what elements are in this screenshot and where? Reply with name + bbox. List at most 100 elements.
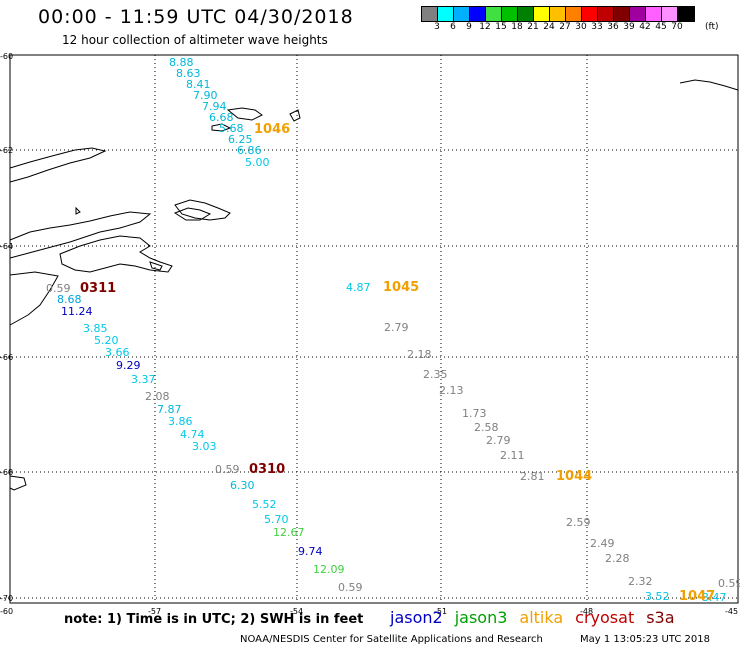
wave-height-label: 2.32 [628,575,653,588]
satellite-name: jason2 [390,608,443,627]
wave-height-label: 9.29 [116,359,141,372]
wave-height-label: 3.47 [702,591,727,604]
wave-height-label: 5.00 [245,156,270,169]
satellite-name: s3a [646,608,675,627]
lon-label-45: -45 [725,607,738,616]
lat-label-70: -70 [0,594,13,603]
wave-height-label: 12.09 [313,563,345,576]
wave-height-label: 3.66 [105,346,130,359]
legend-swatch [454,7,470,21]
legend-tick: 12 [479,22,491,32]
wave-height-label: 8.63 [176,67,201,80]
legend-tick: 27 [559,22,571,32]
wave-height-label: 6.86 [237,144,262,157]
legend-tick: 33 [591,22,603,32]
lon-label-48: -48 [580,607,593,616]
wave-height-label: 3.85 [83,322,108,335]
wave-observations: 8.88 8.63 8.41 7.90 7.94 6.68 5.68 6.25 … [46,56,740,604]
wave-height-label: 2.28 [605,552,630,565]
legend-tick: 18 [511,22,523,32]
wave-height-label: 4.74 [180,428,205,441]
wave-height-label: 3.37 [131,373,156,386]
legend-tick: 39 [623,22,635,32]
lat-label-68: -68 [0,468,13,477]
wave-height-label: 6.30 [230,479,255,492]
legend-tick: 6 [450,22,456,32]
wave-height-label: 2.79 [486,434,511,447]
wave-height-label: 7.94 [202,100,227,113]
wave-height-label: 4.87 [346,281,371,294]
legend-swatch [470,7,486,21]
footnote: note: 1) Time is in UTC; 2) SWH is in fe… [64,612,364,627]
wave-height-label: 3.86 [168,415,193,428]
lon-label-60: -60 [0,607,13,616]
wave-height-label: 5.20 [94,334,119,347]
wave-height-label: 5.68 [219,122,244,135]
wave-height-label: 5.70 [264,513,289,526]
lon-label-51: -51 [434,607,447,616]
lat-labels: -60 -62 -64 -66 -68 -70 [0,52,13,603]
wave-height-label: 7.87 [157,403,182,416]
map-subtitle: 12 hour collection of altimeter wave hei… [62,33,328,47]
satellite-name: altika [519,608,564,627]
legend-swatch [566,7,582,21]
pass-label: 1045 [383,280,419,295]
wave-height-label: 8.88 [169,56,194,69]
lon-label-54: -54 [290,607,303,616]
lat-label-66: -66 [0,353,13,362]
legend-tick: 30 [575,22,587,32]
wave-height-label: 12.67 [273,526,305,539]
pass-label: 1047 [679,589,715,604]
wave-height-label: 6.68 [209,111,234,124]
lat-label-60: -60 [0,52,13,61]
wave-height-label: 6.25 [228,133,253,146]
wave-height-label: 7.90 [193,89,218,102]
lat-label-62: -62 [0,146,13,155]
map-grid [0,55,740,603]
wave-height-label: 5.52 [252,498,277,511]
legend-swatch [438,7,454,21]
pass-label: 1046 [254,122,290,137]
wave-height-label: 2.58 [474,421,499,434]
legend-tick: 36 [607,22,619,32]
generated-timestamp: May 1 13:05:23 UTC 2018 [580,634,710,645]
color-legend [421,6,695,22]
legend-swatch [662,7,678,21]
satellite-legend: jason2 jason3 altika cryosat s3a [390,608,675,627]
legend-tick: 70 [671,22,683,32]
wave-height-label: 3.03 [192,440,217,453]
lat-label-64: -64 [0,242,13,251]
satellite-name: cryosat [575,608,635,627]
color-legend-ticks: 3 6 9 12 15 18 21 24 27 30 33 36 39 42 45 70 [421,22,740,34]
legend-tick: 9 [466,22,472,32]
coastlines [9,79,739,491]
legend-swatch [614,7,630,21]
pass-label: 0311 [80,281,116,296]
map-title: 00:00 - 11:59 UTC 04/30/2018 [38,6,354,28]
wave-height-label: 2.08 [145,390,170,403]
wave-height-label: 2.18 [407,348,432,361]
legend-swatch [598,7,614,21]
legend-tick: 21 [527,22,539,32]
wave-height-label: 2.11 [500,449,525,462]
legend-tick: 15 [495,22,507,32]
legend-swatch [630,7,646,21]
wave-height-label: 1.73 [462,407,487,420]
wave-height-label: 8.41 [186,78,211,91]
lon-label-57: -57 [148,607,161,616]
legend-swatch [422,7,438,21]
wave-height-label: 2.59 [566,516,591,529]
legend-swatch [518,7,534,21]
satellite-name: jason3 [454,608,508,627]
credit-line: NOAA/NESDIS Center for Satellite Applica… [240,634,543,645]
wave-height-label: 2.49 [590,537,615,550]
legend-unit: (ft) [705,22,719,32]
wave-height-label: 0.59 [46,282,71,295]
legend-swatch [534,7,550,21]
pass-label: 0310 [249,462,285,477]
wave-height-label: 11.24 [61,305,93,318]
legend-tick: 3 [434,22,440,32]
map-frame [9,54,739,604]
legend-tick: 45 [655,22,667,32]
